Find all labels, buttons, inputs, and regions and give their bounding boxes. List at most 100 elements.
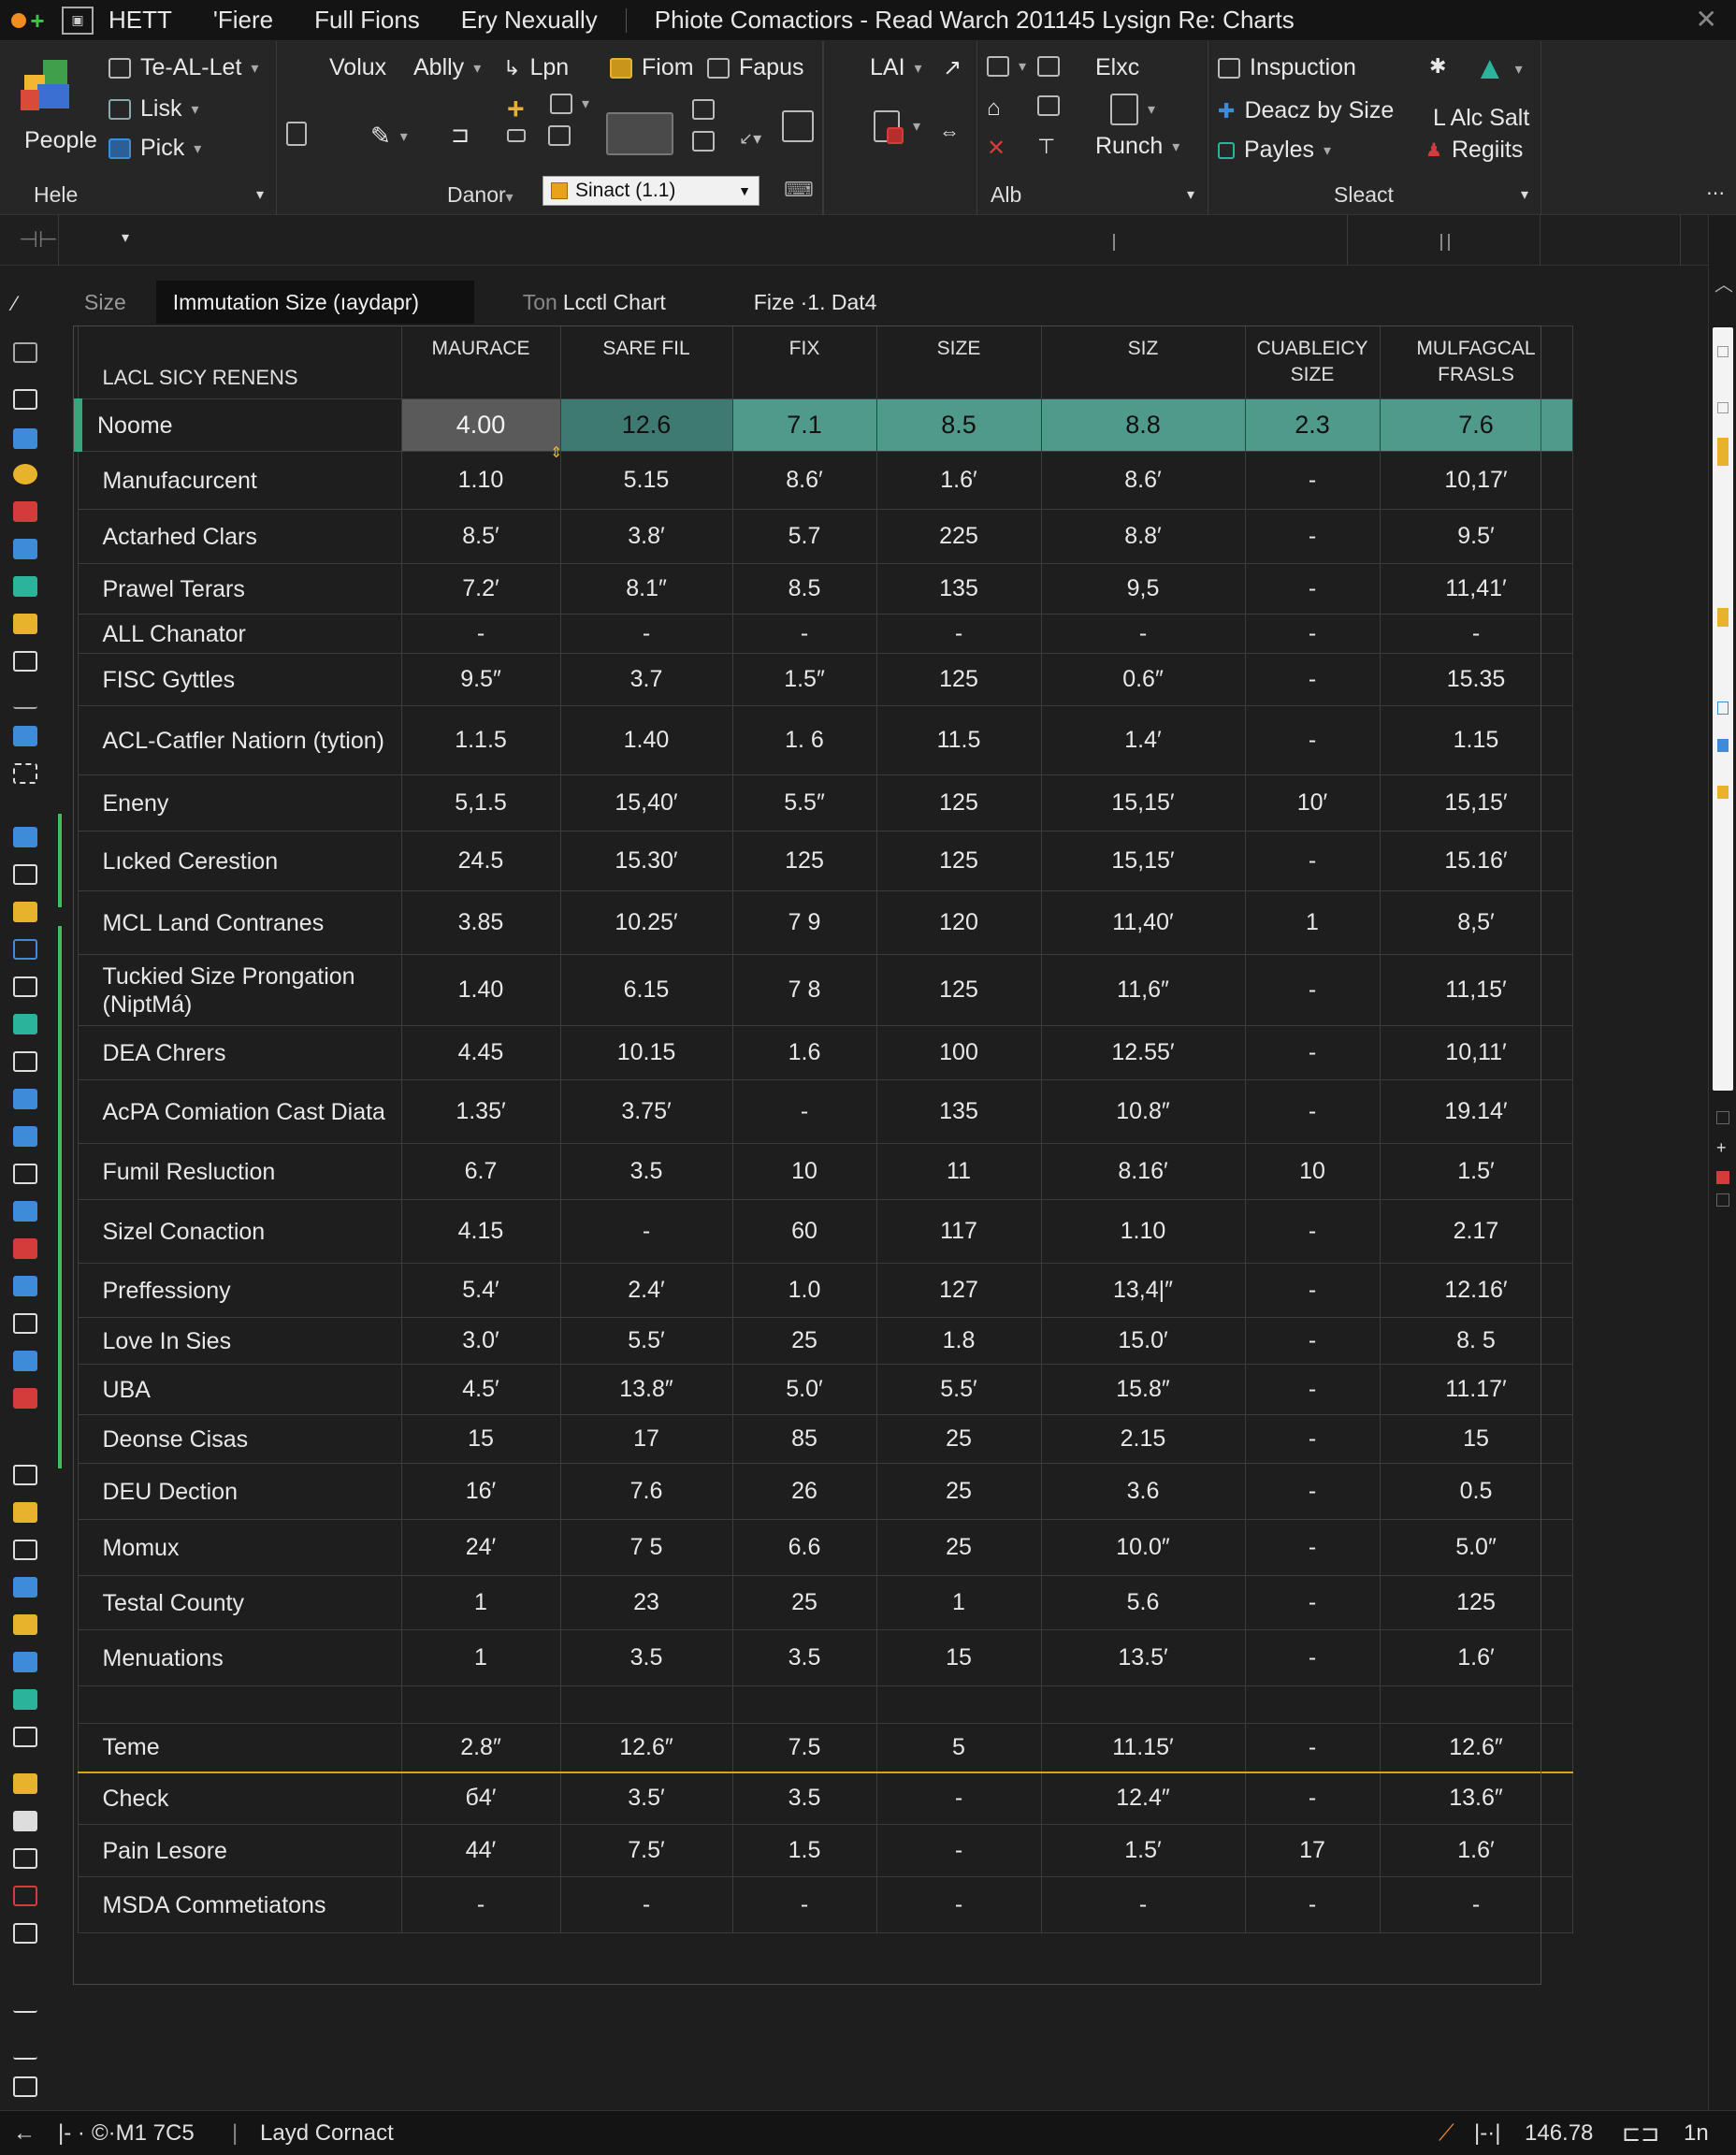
lpn-button[interactable]: ↳ Lpn: [503, 54, 569, 81]
table-cell[interactable]: 12.55′: [1040, 1025, 1246, 1080]
table-cell[interactable]: 10′: [1244, 774, 1381, 832]
table-cell[interactable]: 7.5: [731, 1723, 877, 1772]
box-tool-icon[interactable]: [13, 1614, 37, 1635]
panel-icon[interactable]: [1717, 346, 1729, 357]
toggle-tool-icon[interactable]: [13, 976, 37, 997]
table-cell[interactable]: 2.4′: [559, 1263, 733, 1318]
column-header[interactable]: MAURACE: [400, 325, 561, 399]
table-cell[interactable]: 11,6″: [1040, 954, 1246, 1026]
table-cell[interactable]: 12.6: [559, 398, 733, 452]
table-cell[interactable]: 127: [875, 1263, 1042, 1318]
row-label[interactable]: Fumil Resluction: [77, 1143, 402, 1200]
table-cell[interactable]: -: [1244, 1199, 1381, 1264]
table-cell[interactable]: 15.16′: [1379, 831, 1573, 891]
payles-button[interactable]: Payles ▾: [1218, 137, 1331, 164]
table-cell[interactable]: 85: [731, 1414, 877, 1464]
row-label[interactable]: Love In Sies: [77, 1317, 402, 1365]
table-cell[interactable]: 5,1.5: [400, 774, 561, 832]
table-row[interactable]: UBA 4.5′ 13.8″ 5.0′ 5.5′ 15.8″ -11.17′: [77, 1364, 1573, 1415]
clipboard-tool-icon[interactable]: [13, 1848, 37, 1869]
box-icon[interactable]: [507, 129, 526, 142]
table-cell[interactable]: -: [875, 1771, 1042, 1825]
table-cell[interactable]: 13,4|″: [1040, 1263, 1246, 1318]
export-tool-icon[interactable]: [13, 1886, 37, 1906]
table-cell[interactable]: -: [1040, 614, 1246, 654]
ablly-button[interactable]: Ablly ▾: [413, 54, 481, 81]
table-cell[interactable]: 15,15′: [1040, 831, 1246, 891]
empty-cell[interactable]: [559, 1685, 733, 1724]
table-cell[interactable]: -: [1244, 1629, 1381, 1686]
tab-lcctl-chart[interactable]: Ton Lcctl Chart: [512, 290, 677, 315]
panel-icon[interactable]: [1717, 608, 1729, 627]
table-cell[interactable]: 25: [875, 1414, 1042, 1464]
table-cell[interactable]: 1.35′: [400, 1079, 561, 1144]
row-label[interactable]: Testal County: [77, 1575, 402, 1630]
table-cell[interactable]: 1: [400, 1575, 561, 1630]
table-cell[interactable]: 11.17′: [1379, 1364, 1573, 1415]
panel-icon[interactable]: [1717, 739, 1729, 752]
table-cell[interactable]: 11: [875, 1143, 1042, 1200]
image-icon[interactable]: [1037, 56, 1060, 77]
alert-icon[interactable]: [1716, 1171, 1729, 1184]
table-cell[interactable]: 60: [731, 1199, 877, 1264]
link-icon[interactable]: ↗: [943, 55, 962, 80]
collapse-icon[interactable]: [1716, 1193, 1729, 1207]
table-cell[interactable]: 5: [875, 1723, 1042, 1772]
empty-cell[interactable]: [731, 1685, 877, 1724]
column-header[interactable]: SARE FIL: [559, 325, 733, 399]
table-cell[interactable]: -: [1244, 1771, 1381, 1825]
row-label[interactable]: Prawel Terars: [77, 563, 402, 615]
table-cell[interactable]: -: [875, 1824, 1042, 1877]
table-cell[interactable]: 8.5: [875, 398, 1042, 452]
tab-fize-data[interactable]: Fize ·1. Dat4: [753, 289, 877, 314]
group-label-danor[interactable]: Danor▾: [447, 182, 514, 208]
menu-item-hett[interactable]: HETT: [108, 6, 172, 34]
table-cell[interactable]: 11.5: [875, 705, 1042, 775]
plus-icon[interactable]: +: [1716, 1138, 1727, 1157]
table-row[interactable]: DEU Dection 16′ 7.6 26 25 3.6-0.5: [77, 1463, 1573, 1520]
table-cell[interactable]: 125: [875, 831, 1042, 891]
table-cell[interactable]: -: [875, 1876, 1042, 1933]
status-layout[interactable]: Layd Cornact: [260, 2120, 394, 2146]
table-cell[interactable]: 1: [875, 1575, 1042, 1630]
empty-cell[interactable]: [1379, 1685, 1573, 1724]
pin-icon[interactable]: [1716, 1111, 1729, 1124]
table-cell[interactable]: -: [1244, 1876, 1381, 1933]
table-cell[interactable]: -: [1244, 451, 1381, 510]
table-cell[interactable]: 8.5′: [400, 509, 561, 564]
table-cell[interactable]: 26: [731, 1463, 877, 1520]
row-label[interactable]: Teme: [77, 1723, 402, 1772]
pen-status-icon[interactable]: ⟋: [1439, 2120, 1454, 2146]
table-cell[interactable]: 5.5″: [731, 774, 877, 832]
table-cell[interactable]: -: [1244, 1025, 1381, 1080]
delete-icon[interactable]: ✕: [987, 136, 1006, 161]
table-row[interactable]: ALL Chanator - - - - - - -: [77, 614, 1573, 654]
row-label[interactable]: Noome: [73, 398, 402, 452]
table-row[interactable]: DEA Chrers 4.45 10.15 1.6 100 12.55′ -10,11′: [77, 1025, 1573, 1080]
table-cell[interactable]: -: [559, 1199, 733, 1264]
chart-bar-tool-icon[interactable]: [13, 1577, 37, 1598]
tools-icon[interactable]: ✱: [1429, 54, 1447, 78]
table-cell[interactable]: 6.6: [731, 1519, 877, 1576]
fapus-button[interactable]: Fapus: [707, 54, 803, 81]
table-cell[interactable]: 7.6: [1379, 398, 1573, 452]
table-cell[interactable]: 1.4′: [1040, 705, 1246, 775]
table-cell[interactable]: 15.0′: [1040, 1317, 1246, 1365]
table-cell[interactable]: 1: [400, 1629, 561, 1686]
rect-icon[interactable]: [1037, 95, 1060, 116]
column-header[interactable]: CUABLEICY SIZE: [1244, 325, 1381, 399]
table-cell[interactable]: -: [1244, 614, 1381, 654]
table-cell[interactable]: 25: [731, 1575, 877, 1630]
table-cell[interactable]: 4.00: [400, 398, 561, 452]
table-cell[interactable]: 3.0′: [400, 1317, 561, 1365]
table-row[interactable]: Prawel Terars 7.2′ 8.1″ 8.5 135 9,5-11,41′: [77, 563, 1573, 615]
table-cell[interactable]: -: [1244, 705, 1381, 775]
column-header[interactable]: SIZ: [1040, 325, 1246, 399]
table-cell[interactable]: -: [1244, 1079, 1381, 1144]
highlight-row[interactable]: Noome 4.00 12.6 7.1 8.5 8.8 2.3 7.6: [73, 398, 1573, 452]
table-cell[interactable]: 5.5′: [559, 1317, 733, 1365]
table-cell[interactable]: 5.15: [559, 451, 733, 510]
menu-item-full-fions[interactable]: Full Fions: [314, 6, 420, 34]
table-row[interactable]: Preffessiony 5.4′ 2.4′ 1.0 127 13,4|″ -12.16′: [77, 1263, 1573, 1318]
table-row[interactable]: Check б4′ 3.5′ 3.5-12.4″ -13.6″: [77, 1771, 1573, 1825]
